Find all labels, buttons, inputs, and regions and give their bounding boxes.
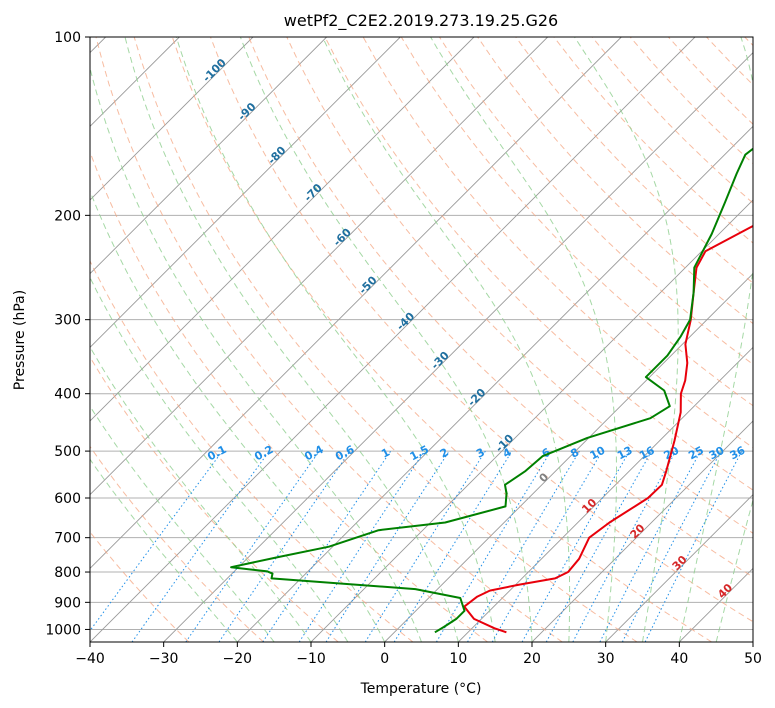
isotherm-line bbox=[90, 37, 548, 496]
dry-adiabat bbox=[95, 37, 563, 642]
dry-adiabat bbox=[248, 37, 753, 578]
x-tick-label: 10 bbox=[449, 651, 467, 667]
x-axis: −40 −30 −20 −10 0 10 20 30 40 50 bbox=[75, 642, 762, 667]
plot-background bbox=[90, 37, 753, 642]
isotherm-line bbox=[90, 37, 622, 569]
y-axis: 100 200 300 400 500 600 700 800 900 1000 bbox=[45, 30, 90, 638]
mixing-ratio-line bbox=[131, 450, 270, 642]
moist-adiabat bbox=[715, 498, 753, 642]
mixing-ratio-line bbox=[572, 450, 677, 642]
mixing-ratio-label: 16 bbox=[637, 444, 657, 463]
isotherm-line bbox=[90, 37, 327, 275]
moist-adiabat bbox=[239, 37, 533, 642]
moist-adiabat bbox=[322, 37, 571, 642]
mixing-ratio-line bbox=[325, 450, 450, 642]
mixing-ratio-label: 25 bbox=[686, 444, 706, 463]
y-tick-label: 800 bbox=[54, 565, 81, 581]
moist-adiabat bbox=[90, 405, 275, 642]
y-tick-label: 500 bbox=[54, 444, 81, 460]
moist-adiabat bbox=[124, 37, 459, 642]
dry-adiabat bbox=[133, 37, 638, 642]
isotherm-line bbox=[90, 37, 475, 422]
mixing-ratio-line bbox=[90, 450, 223, 632]
isotherm-line bbox=[458, 346, 753, 642]
mixing-ratio-line bbox=[545, 450, 653, 642]
y-tick-label: 200 bbox=[54, 208, 81, 224]
isotherm-line bbox=[605, 494, 753, 642]
dry-adiabat bbox=[515, 37, 753, 284]
mixing-ratio-line bbox=[298, 450, 425, 642]
x-tick-label: 20 bbox=[523, 651, 541, 667]
plot-frame bbox=[89, 36, 754, 643]
moist-adiabat bbox=[90, 276, 349, 642]
mixing-ratio-line bbox=[218, 450, 351, 642]
mixing-ratio-label: 36 bbox=[728, 444, 748, 463]
mixing-ratio-label: 10 bbox=[588, 444, 608, 463]
moist-adiabat bbox=[678, 37, 753, 642]
temperature-profile-line bbox=[463, 224, 753, 634]
mixing-ratio-line bbox=[185, 450, 320, 642]
background-lines bbox=[90, 37, 753, 642]
mixing-ratio-line bbox=[521, 450, 630, 642]
mixing-ratio-line bbox=[644, 450, 743, 642]
x-tick-label: 0 bbox=[380, 651, 389, 667]
moist-adiabat bbox=[90, 345, 312, 642]
dry-adiabat bbox=[324, 37, 753, 491]
dry-adiabat bbox=[90, 445, 264, 642]
y-tick-label: 700 bbox=[54, 531, 81, 547]
x-tick-label: −40 bbox=[75, 651, 105, 667]
y-tick-label: 100 bbox=[54, 30, 81, 46]
x-tick-label: 30 bbox=[597, 651, 615, 667]
y-tick-label: 1000 bbox=[45, 622, 81, 638]
moist-adiabat bbox=[90, 65, 422, 642]
dry-adiabat bbox=[171, 37, 712, 642]
x-tick-label: −20 bbox=[223, 651, 253, 667]
moist-adiabat bbox=[574, 37, 679, 642]
mixing-ratio-line bbox=[393, 450, 513, 642]
isotherm-line bbox=[531, 420, 753, 642]
isotherm-line bbox=[90, 37, 254, 201]
isotherm-line bbox=[752, 641, 753, 642]
moist-adiabat bbox=[430, 37, 617, 642]
isotherm-line bbox=[163, 52, 753, 642]
x-tick-label: −30 bbox=[149, 651, 179, 667]
dry-adiabat bbox=[286, 37, 753, 534]
dewpoint-profile-line bbox=[230, 147, 753, 634]
moist-adiabat bbox=[175, 37, 496, 642]
dry-adiabat bbox=[90, 356, 339, 642]
moist-adiabat bbox=[90, 458, 238, 642]
y-tick-label: 400 bbox=[54, 387, 81, 403]
x-tick-label: −10 bbox=[296, 651, 326, 667]
x-axis-title: Temperature (°C) bbox=[360, 681, 482, 697]
mixing-ratio-line bbox=[262, 450, 392, 642]
mixing-ratio-label: 30 bbox=[707, 444, 727, 463]
x-tick-label: 50 bbox=[744, 651, 762, 667]
isotherm-line bbox=[237, 125, 753, 642]
moist-adiabat bbox=[90, 189, 386, 642]
y-tick-label: 600 bbox=[54, 491, 81, 507]
y-tick-label: 900 bbox=[54, 595, 81, 611]
isotherm-line bbox=[90, 37, 401, 348]
series-layer bbox=[230, 147, 753, 634]
chart-title: wetPf2_C2E2.2019.273.19.25.G26 bbox=[284, 11, 558, 31]
dry-adiabat bbox=[210, 37, 753, 623]
y-axis-title: Pressure (hPa) bbox=[12, 290, 28, 390]
y-tick-label: 300 bbox=[54, 313, 81, 329]
dry-adiabat bbox=[90, 259, 414, 642]
x-tick-label: 40 bbox=[670, 651, 688, 667]
mixing-ratio-label: 13 bbox=[615, 444, 635, 463]
